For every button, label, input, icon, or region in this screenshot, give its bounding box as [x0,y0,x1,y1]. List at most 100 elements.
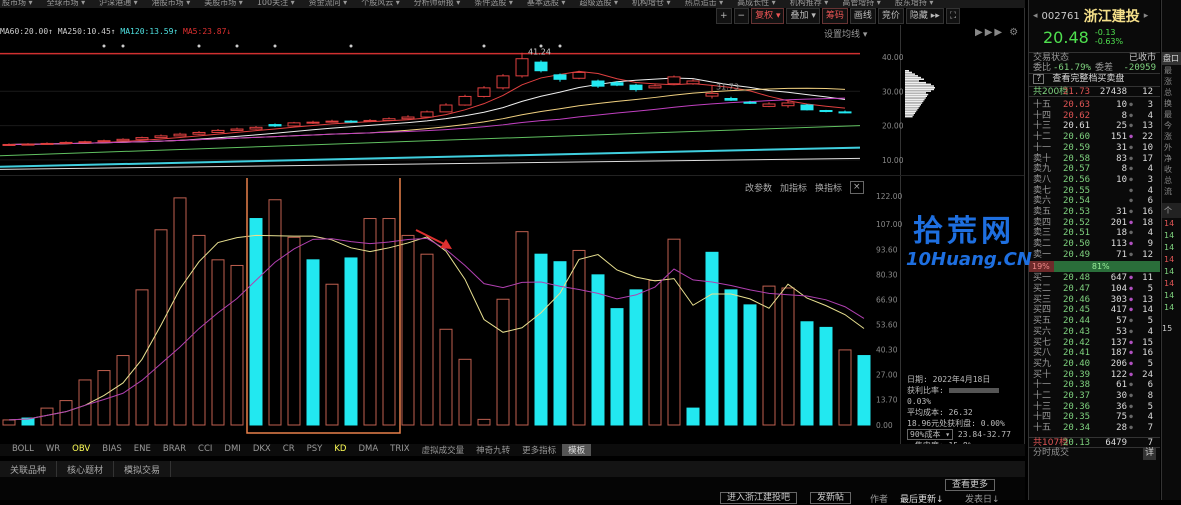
top-menu-item[interactable]: 美股市场 ▾ [204,0,243,7]
sell-level-row[interactable]: 卖七 20.55 ● 4 [1029,186,1160,197]
indicator-tab[interactable]: CR [282,444,295,454]
auction-button[interactable]: 竞价 [877,8,904,24]
top-menu-item[interactable]: 分析师研报 ▾ [413,0,461,7]
next-stock-icon[interactable]: ▸ [1143,11,1149,21]
indicator-tab[interactable]: OBV [72,444,91,454]
help-icon[interactable]: ? [1033,74,1045,85]
buy-level-row[interactable]: 十五 20.34 28 ● 7 [1029,423,1160,434]
sell-level-row[interactable]: 十三 20.61 25 ● 13 [1029,121,1160,132]
sell-level-row[interactable]: 十二 20.60 151 ● 22 [1029,132,1160,143]
top-menu-item[interactable]: 个股风云 ▾ [361,0,400,7]
buy-level-row[interactable]: 买一 20.48 647 ● 11 [1029,273,1160,284]
handicap-tab[interactable]: 盘口 [1162,52,1181,65]
prev-stock-icon[interactable]: ◂ [1033,11,1038,21]
top-menu-item[interactable]: 港股市场 ▾ [151,0,191,7]
add-indicator-button[interactable]: 加指标 [780,184,808,194]
sub-tab[interactable]: 模拟交易 [114,461,172,477]
stock-tab[interactable]: 个 [1162,203,1181,218]
top-menu-item[interactable]: 高成长性 ▾ [737,0,776,7]
view-more-button[interactable]: 查看更多 [945,479,996,491]
indicator-tab[interactable]: 神奇九转 [476,446,511,456]
sell-level-row[interactable]: 十四 20.62 8 ● 4 [1029,111,1160,122]
author-sort[interactable]: 作者 [870,495,889,505]
cost-select[interactable]: 90%成本 ▾ [907,429,954,440]
indicator-tab[interactable]: BIAS [102,444,122,454]
zoom-out-button[interactable]: − [733,8,750,24]
indicator-tab[interactable]: 虚拟成交量 [421,446,465,456]
draw-line-button[interactable]: 画线 [849,8,876,24]
fullscreen-icon[interactable]: ⛶ [945,8,961,24]
buy-level-row[interactable]: 买九 20.40 206 ● 5 [1029,359,1160,370]
top-menu-item[interactable]: 股市场 ▾ [2,0,33,7]
indicator-tab[interactable]: 更多指标 [522,446,557,456]
buy-level-row[interactable]: 买五 20.44 57 ● 5 [1029,316,1160,327]
buy-level-row[interactable]: 买六 20.43 53 ● 4 [1029,327,1160,338]
indicator-chart[interactable]: 122.00 107.00 93.60 80.30 66.90 53.60 40.30 27.… [0,178,905,440]
switch-indicator-button[interactable]: 换指标 [815,184,843,194]
sell-level-row[interactable]: 卖二 20.50 113 ● 9 [1029,239,1160,250]
indicator-tab[interactable]: DMA [358,444,379,454]
sell-level-row[interactable]: 卖十 20.58 83 ● 17 [1029,154,1160,165]
sell-level-row[interactable]: 卖四 20.52 201 ● 18 [1029,218,1160,229]
buy-level-row[interactable]: 十一 20.38 61 ● 6 [1029,380,1160,391]
indicator-tab[interactable]: DMI [224,444,241,454]
buy-level-row[interactable]: 十四 20.35 75 ● 4 [1029,412,1160,423]
sell-level-row[interactable]: 卖九 20.57 8 ● 4 [1029,164,1160,175]
close-icon[interactable]: × [850,181,864,194]
buy-level-row[interactable]: 买七 20.42 137 ● 15 [1029,338,1160,349]
hide-button[interactable]: 隐藏 ▸▸ [905,8,944,24]
top-menu-item[interactable]: 热点追击 ▾ [684,0,724,7]
top-menu-item[interactable]: 超级选股 ▾ [579,0,619,7]
buy-level-row[interactable]: 十二 20.37 30 ● 8 [1029,391,1160,402]
buy-level-row[interactable]: 买八 20.41 187 ● 16 [1029,348,1160,359]
sell-level-row[interactable]: 卖一 20.49 71 ● 12 [1029,250,1160,261]
buy-level-row[interactable]: 十三 20.36 36 ● 5 [1029,402,1160,413]
indicator-tab[interactable]: TRIX [390,444,410,454]
indicator-tab[interactable]: PSY [306,444,323,454]
buy-level-row[interactable]: 买四 20.45 417 ● 14 [1029,305,1160,316]
ticks-row[interactable]: 分时成交详 [1029,447,1160,461]
top-menu-item[interactable]: 沪深港通 ▾ [99,0,138,7]
indicator-tab[interactable]: ENE [133,444,151,454]
buy-level-row[interactable]: 买十 20.39 122 ● 24 [1029,370,1160,381]
indicator-tab[interactable]: KD [334,444,347,454]
top-menu-item[interactable]: 机构推荐 ▾ [789,0,829,7]
buy-level-row[interactable]: 买二 20.47 104 ● 5 [1029,284,1160,295]
sub-tab[interactable]: 关联品种 [0,461,58,477]
detail-button[interactable]: 详 [1142,448,1156,461]
indicator-tab[interactable]: BRAR [162,444,187,454]
new-post-button[interactable]: 发新帖 [810,492,852,504]
sell-level-row[interactable]: 十五 20.63 10 ● 3 [1029,100,1160,111]
sell-level-row[interactable]: 卖三 20.51 18 ● 4 [1029,228,1160,239]
zoom-in-button[interactable]: + [716,8,732,24]
sell-level-row[interactable]: 十一 20.59 31 ● 10 [1029,143,1160,154]
chip-play-icons[interactable]: ▶▶▶ ⚙ [975,27,1021,38]
top-menu-item[interactable]: 100关注 ▾ [256,0,295,7]
chips-button[interactable]: 筹码 [821,8,848,24]
overlay-dropdown[interactable]: 叠加 ▾ [786,8,820,24]
indicator-tab[interactable]: DKX [252,444,271,454]
top-menu-item[interactable]: 资金流向 ▾ [308,0,348,7]
indicator-tab[interactable]: WR [45,444,61,454]
price-chart[interactable]: 41.24 31.73 [0,40,900,175]
buy-level-row[interactable]: 买三 20.46 303 ● 13 [1029,295,1160,306]
indicator-tab[interactable]: 模板 [562,444,592,456]
indicator-tab[interactable]: BOLL [12,444,34,454]
fuquan-dropdown[interactable]: 复权 ▾ [751,8,785,24]
top-menu-item[interactable]: 全球市场 ▾ [46,0,86,7]
change-params-button[interactable]: 改参数 [745,184,773,194]
indicator-tab[interactable]: CCI [198,444,213,454]
sub-tab[interactable]: 核心题材 [57,461,115,477]
top-menu-item[interactable]: 条件选股 ▾ [474,0,513,7]
top-menu-item[interactable]: 高管增持 ▾ [842,0,881,7]
top-menu-item[interactable]: 基本选股 ▾ [526,0,566,7]
top-menu-item[interactable]: 股东增持 ▾ [894,0,934,7]
post-date-sort[interactable]: 发表日↓ [965,495,1000,505]
sell-level-row[interactable]: 卖五 20.53 31 ● 16 [1029,207,1160,218]
enter-bar-button[interactable]: 进入浙江建投吧 [720,492,798,504]
top-menu-item[interactable]: 机构增仓 ▾ [632,0,671,7]
sell-level-row[interactable]: 卖六 20.54 ● 6 [1029,196,1160,207]
sell-level-row[interactable]: 卖八 20.56 10 ● 3 [1029,175,1160,186]
last-update-sort[interactable]: 最后更新↓ [900,495,944,505]
full-book-link[interactable]: ? 查看完整档买卖盘 [1029,73,1160,86]
